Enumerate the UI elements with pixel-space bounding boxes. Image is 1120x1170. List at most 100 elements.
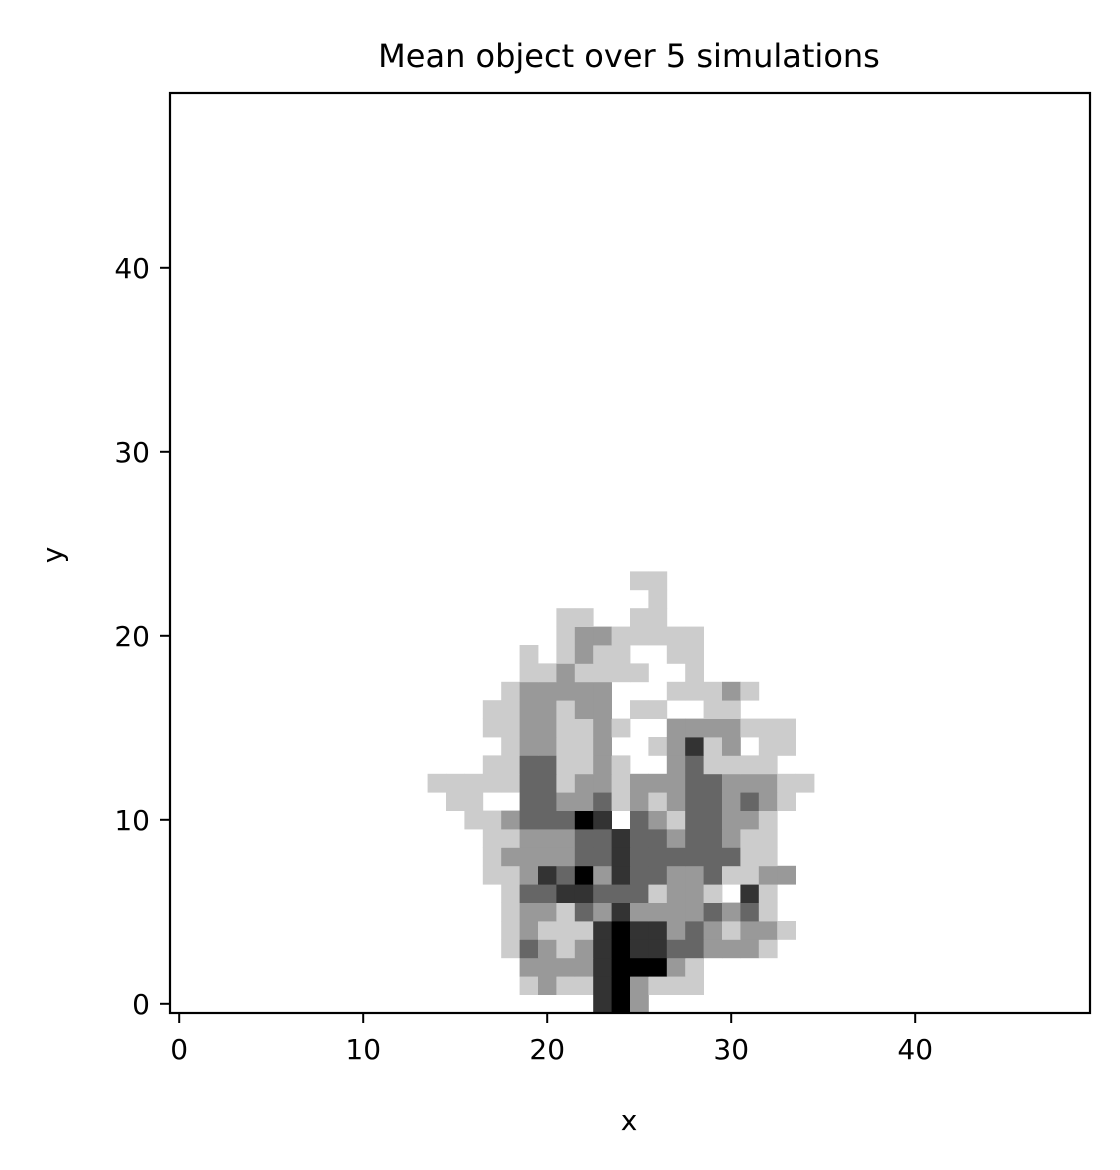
heatmap-cell [758,829,778,848]
heatmap-cell [519,957,539,977]
heatmap-cell [722,718,741,738]
heatmap-cell [666,737,686,756]
heatmap-cell [777,737,796,756]
heatmap-cell [519,737,539,756]
y-axis: 0 10 20 30 40 [114,252,170,1021]
heatmap-cell [722,773,741,793]
heatmap-cell [703,902,723,922]
heatmap-cell [556,847,576,867]
heatmap-cell [611,718,631,738]
heatmap-cell [685,737,704,756]
heatmap-cell [519,847,539,867]
heatmap-cell [556,976,576,995]
heatmap-cell [648,626,668,646]
heatmap-cell [722,810,741,830]
heatmap-cell [574,663,594,683]
heatmap-cell [630,847,649,867]
heatmap-cell [648,884,668,903]
heatmap-cell [538,902,557,922]
heatmap-cell [758,773,778,793]
x-tick-label: 10 [345,1033,381,1066]
heatmap-cell [685,773,704,793]
heatmap-cell [648,589,668,609]
heatmap-cell [685,976,704,995]
heatmap-cell [630,957,649,977]
heatmap-cell [722,792,741,811]
heatmap-cell [630,608,649,627]
heatmap-cell [611,847,631,867]
heatmap-cell [556,737,576,756]
heatmap-cell [482,755,502,775]
heatmap-cell [556,792,576,811]
heatmap-cell [666,718,686,738]
heatmap-cell [593,626,612,646]
heatmap-cell [740,718,760,738]
heatmap-cell [519,939,539,959]
plot-area [427,571,815,1014]
heatmap-cell [722,829,741,848]
heatmap-cell [722,755,741,775]
heatmap-cell [574,792,594,811]
heatmap-cell [556,773,576,793]
heatmap-cell [593,792,612,811]
y-tick-label: 30 [114,436,150,469]
heatmap-cell [703,829,723,848]
heatmap-cell [556,884,576,903]
heatmap-cell [593,957,612,977]
heatmap-cell [666,865,686,885]
heatmap-cell [703,700,723,719]
heatmap-cell [666,847,686,867]
heatmap-cell [648,571,668,591]
heatmap-cell [703,810,723,830]
heatmap-cell [611,902,631,922]
heatmap-cell [630,571,649,591]
heatmap-cell [685,847,704,867]
heatmap-cell [740,773,760,793]
heatmap-cell [666,957,686,977]
heatmap-cell [630,994,649,1014]
heatmap-cell [538,755,557,775]
heatmap-cell [666,902,686,922]
heatmap-cell [482,810,502,830]
heatmap-cell [538,718,557,738]
heatmap-cell [685,645,704,664]
heatmap-cell [648,902,668,922]
heatmap-cell [777,773,796,793]
heatmap-cell [648,608,668,627]
heatmap-cell [501,939,520,959]
heatmap-cell [538,810,557,830]
heatmap-cell [666,755,686,775]
heatmap-cell [538,976,557,995]
heatmap-cell [758,921,778,940]
heatmap-cell [482,773,502,793]
heatmap-cell [593,829,612,848]
heatmap-cell [574,718,594,738]
heatmap-cell [740,884,760,903]
x-axis-label: x [621,1104,638,1137]
heatmap-cell [482,865,502,885]
heatmap-cell [685,957,704,977]
heatmap-cell [630,626,649,646]
heatmap-cell [519,976,539,995]
heatmap-cell [611,976,631,995]
heatmap-cell [574,681,594,701]
heatmap-cell [519,865,539,885]
heatmap-cell [758,865,778,885]
heatmap-cell [538,737,557,756]
heatmap-cell [593,994,612,1014]
y-tick-label: 40 [114,252,150,285]
heatmap-cell [556,645,576,664]
heatmap-cell [556,939,576,959]
heatmap-cell [666,939,686,959]
heatmap-cell [777,865,796,885]
heatmap-cell [666,681,686,701]
heatmap-cell [703,737,723,756]
heatmap-cell [574,608,594,627]
heatmap-cell [519,829,539,848]
heatmap-cell [630,792,649,811]
heatmap-cell [777,921,796,940]
plot-frame [168,91,1092,1015]
heatmap-cell [593,810,612,830]
heatmap-cell [538,865,557,885]
heatmap-cell [685,810,704,830]
